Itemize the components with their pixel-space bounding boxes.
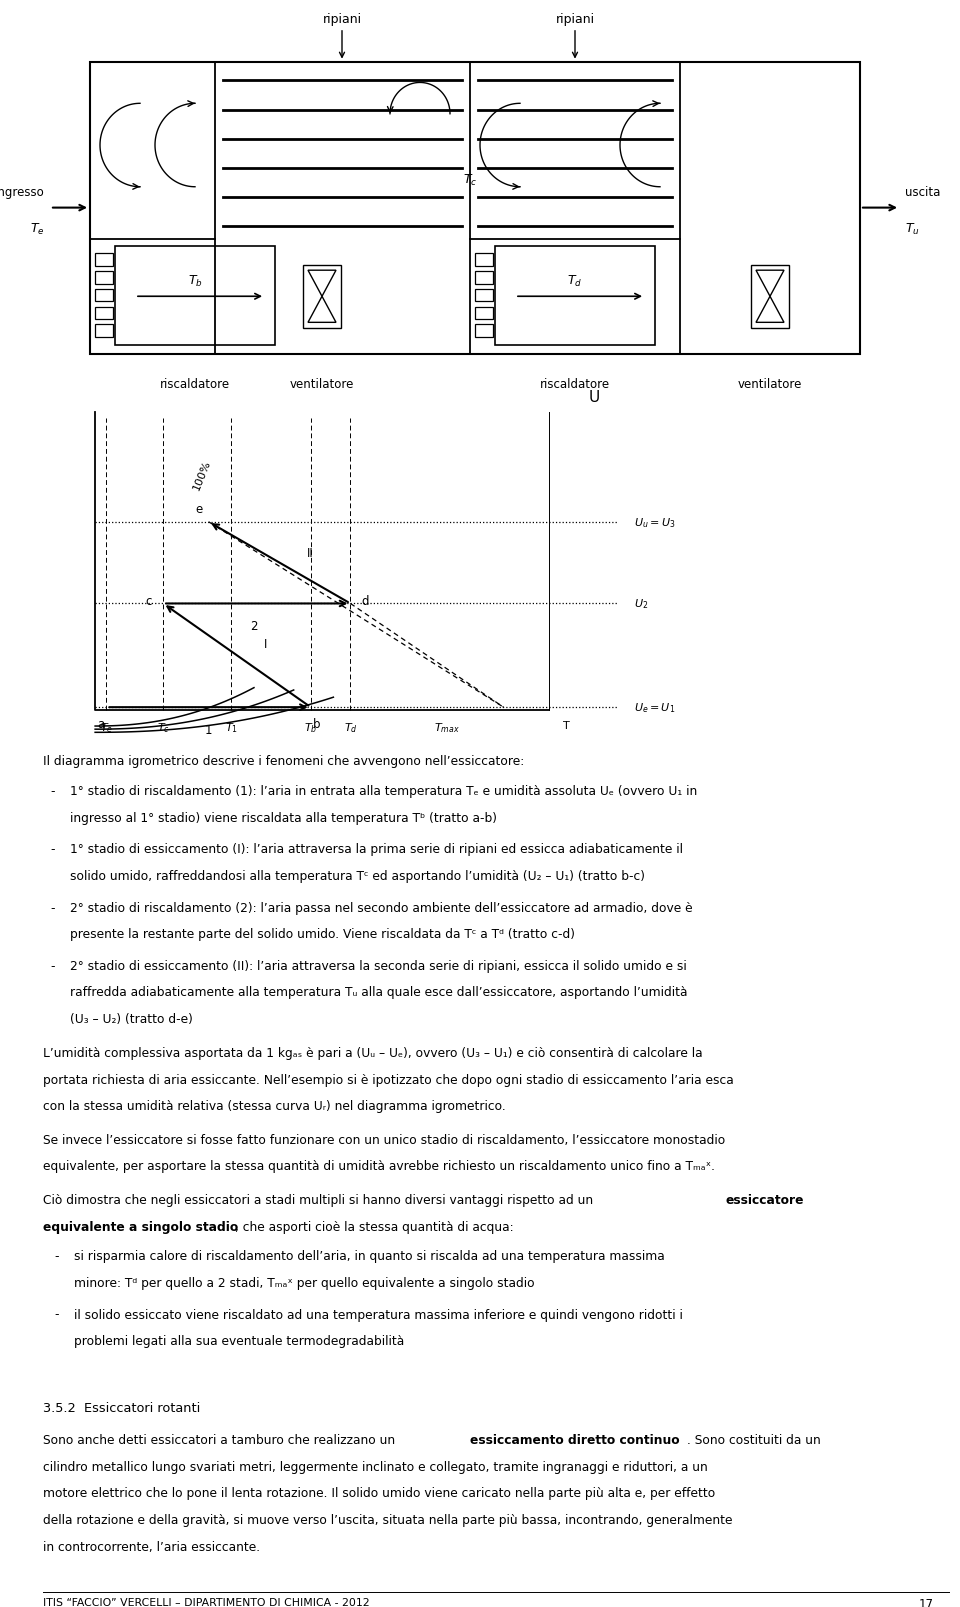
Text: e: e	[196, 503, 203, 516]
Text: $T_e$: $T_e$	[31, 222, 45, 236]
Bar	[475, 307, 493, 320]
Text: L’umidità complessiva asportata da 1 kgₐₛ è pari a (Uᵤ – Uₑ), ovvero (U₃ – U₁) e: L’umidità complessiva asportata da 1 kgₐ…	[43, 1046, 703, 1059]
Text: $T_c$: $T_c$	[463, 172, 477, 188]
Text: $T_b$: $T_b$	[187, 273, 203, 289]
Text: b: b	[313, 717, 320, 730]
Text: si risparmia calore di riscaldamento dell’aria, in quanto si riscalda ad una tem: si risparmia calore di riscaldamento del…	[74, 1249, 664, 1261]
Bar	[95, 272, 113, 284]
Bar	[495, 247, 655, 346]
Text: 2° stadio di essiccamento (II): l’aria attraversa la seconda serie di ripiani, e: 2° stadio di essiccamento (II): l’aria a…	[70, 959, 687, 972]
Text: il solido essiccato viene riscaldato ad una temperatura massima inferiore e quin: il solido essiccato viene riscaldato ad …	[74, 1308, 683, 1321]
Text: cilindro metallico lungo svariati metri, leggermente inclinato e collegato, tram: cilindro metallico lungo svariati metri,…	[43, 1459, 708, 1472]
Text: ingresso: ingresso	[0, 186, 45, 199]
Text: $T_e$: $T_e$	[100, 720, 113, 734]
Text: $U_u = U_3$: $U_u = U_3$	[634, 516, 676, 529]
Text: U: U	[588, 389, 600, 405]
Text: $U_2$: $U_2$	[634, 598, 648, 611]
Text: II: II	[307, 546, 314, 559]
Text: portata richiesta di aria essiccante. Nell’esempio si è ipotizzato che dopo ogni: portata richiesta di aria essiccante. Ne…	[43, 1073, 734, 1086]
Text: $T_u$: $T_u$	[905, 222, 920, 236]
Bar	[95, 289, 113, 302]
Text: 1° stadio di essiccamento (I): l’aria attraversa la prima serie di ripiani ed es: 1° stadio di essiccamento (I): l’aria at…	[70, 844, 684, 857]
Text: equivalente, per asportare la stessa quantità di umidità avrebbe richiesto un ri: equivalente, per asportare la stessa qua…	[43, 1160, 715, 1173]
Text: 3.5.2  Essiccatori rotanti: 3.5.2 Essiccatori rotanti	[43, 1401, 201, 1414]
Text: 1: 1	[204, 723, 212, 736]
Text: essiccamento diretto continuo: essiccamento diretto continuo	[469, 1433, 680, 1446]
Text: ingresso al 1° stadio) viene riscaldata alla temperatura Tᵇ (tratto a-b): ingresso al 1° stadio) viene riscaldata …	[70, 812, 497, 824]
Text: riscaldatore: riscaldatore	[540, 378, 610, 391]
Text: a: a	[97, 717, 105, 730]
Text: 1° stadio di riscaldamento (1): l’aria in entrata alla temperatura Tₑ e umidità : 1° stadio di riscaldamento (1): l’aria i…	[70, 784, 698, 797]
Text: T: T	[563, 720, 569, 730]
Bar	[475, 325, 493, 337]
Text: $T_b$: $T_b$	[304, 720, 318, 734]
Bar	[475, 272, 493, 284]
Text: $T_c$: $T_c$	[156, 720, 170, 734]
Text: -: -	[51, 959, 55, 972]
Bar	[303, 265, 341, 328]
Text: uscita: uscita	[905, 186, 941, 199]
Text: ventilatore: ventilatore	[290, 378, 354, 391]
Text: raffredda adiabaticamente alla temperatura Tᵤ alla quale esce dall’essiccatore, : raffredda adiabaticamente alla temperatu…	[70, 985, 688, 998]
Text: essiccatore: essiccatore	[726, 1192, 804, 1207]
Bar	[475, 289, 493, 302]
Text: . Sono costituiti da un: . Sono costituiti da un	[686, 1433, 821, 1446]
Bar	[751, 265, 789, 328]
Text: $T_d$: $T_d$	[567, 273, 583, 289]
Text: equivalente a singolo stadio: equivalente a singolo stadio	[43, 1220, 238, 1233]
Text: Il diagramma igrometrico descrive i fenomeni che avvengono nell’essiccatore:: Il diagramma igrometrico descrive i feno…	[43, 754, 524, 767]
Text: ventilatore: ventilatore	[738, 378, 803, 391]
Text: c: c	[146, 595, 152, 607]
Text: presente la restante parte del solido umido. Viene riscaldata da Tᶜ a Tᵈ (tratto: presente la restante parte del solido um…	[70, 927, 575, 940]
Text: I: I	[264, 638, 267, 651]
Text: -: -	[54, 1249, 59, 1261]
Text: 2: 2	[251, 620, 257, 633]
Text: -: -	[51, 844, 55, 857]
Text: -: -	[54, 1308, 59, 1321]
Text: $T_d$: $T_d$	[344, 720, 357, 734]
Text: ITIS “FACCIO” VERCELLI – DIPARTIMENTO DI CHIMICA - 2012: ITIS “FACCIO” VERCELLI – DIPARTIMENTO DI…	[43, 1597, 370, 1607]
Text: in controcorrente, l’aria essiccante.: in controcorrente, l’aria essiccante.	[43, 1540, 260, 1552]
Text: $U_e = U_1$: $U_e = U_1$	[634, 701, 675, 715]
Text: -: -	[51, 784, 55, 797]
Bar	[90, 63, 860, 355]
Text: ripiani: ripiani	[556, 13, 594, 58]
Text: con la stessa umidità relativa (stessa curva Uᵣ) nel diagramma igrometrico.: con la stessa umidità relativa (stessa c…	[43, 1099, 506, 1112]
Text: della rotazione e della gravità, si muove verso l’uscita, situata nella parte pi: della rotazione e della gravità, si muov…	[43, 1512, 732, 1527]
Text: 17: 17	[919, 1597, 934, 1607]
Bar	[475, 254, 493, 267]
Text: minore: Tᵈ per quello a 2 stadi, Tₘₐˣ per quello equivalente a singolo stadio: minore: Tᵈ per quello a 2 stadi, Tₘₐˣ pe…	[74, 1276, 535, 1289]
Bar	[95, 325, 113, 337]
Text: 2° stadio di riscaldamento (2): l’aria passa nel secondo ambiente dell’essiccato: 2° stadio di riscaldamento (2): l’aria p…	[70, 902, 693, 914]
Bar	[115, 247, 275, 346]
Text: -: -	[51, 902, 55, 914]
Text: problemi legati alla sua eventuale termodegradabilità: problemi legati alla sua eventuale termo…	[74, 1334, 404, 1347]
Text: , che asporti cioè la stessa quantità di acqua:: , che asporti cioè la stessa quantità di…	[234, 1220, 514, 1233]
Text: $T_{max}$: $T_{max}$	[434, 720, 460, 734]
Bar	[95, 307, 113, 320]
Text: (U₃ – U₂) (tratto d-e): (U₃ – U₂) (tratto d-e)	[70, 1012, 193, 1025]
Text: Se invece l’essiccatore si fosse fatto funzionare con un unico stadio di riscald: Se invece l’essiccatore si fosse fatto f…	[43, 1133, 726, 1146]
Text: Sono anche detti essiccatori a tamburo che realizzano un: Sono anche detti essiccatori a tamburo c…	[43, 1433, 399, 1446]
Text: $T_1$: $T_1$	[225, 720, 238, 734]
Text: Ciò dimostra che negli essiccatori a stadi multipli si hanno diversi vantaggi ri: Ciò dimostra che negli essiccatori a sta…	[43, 1192, 597, 1207]
Text: ripiani: ripiani	[323, 13, 362, 58]
Text: motore elettrico che lo pone il lenta rotazione. Il solido umido viene caricato : motore elettrico che lo pone il lenta ro…	[43, 1486, 715, 1499]
Text: solido umido, raffreddandosi alla temperatura Tᶜ ed asportando l’umidità (U₂ – U: solido umido, raffreddandosi alla temper…	[70, 869, 645, 882]
Text: d: d	[362, 595, 370, 607]
Bar	[95, 254, 113, 267]
Text: 100%: 100%	[192, 458, 213, 492]
Text: riscaldatore: riscaldatore	[160, 378, 230, 391]
